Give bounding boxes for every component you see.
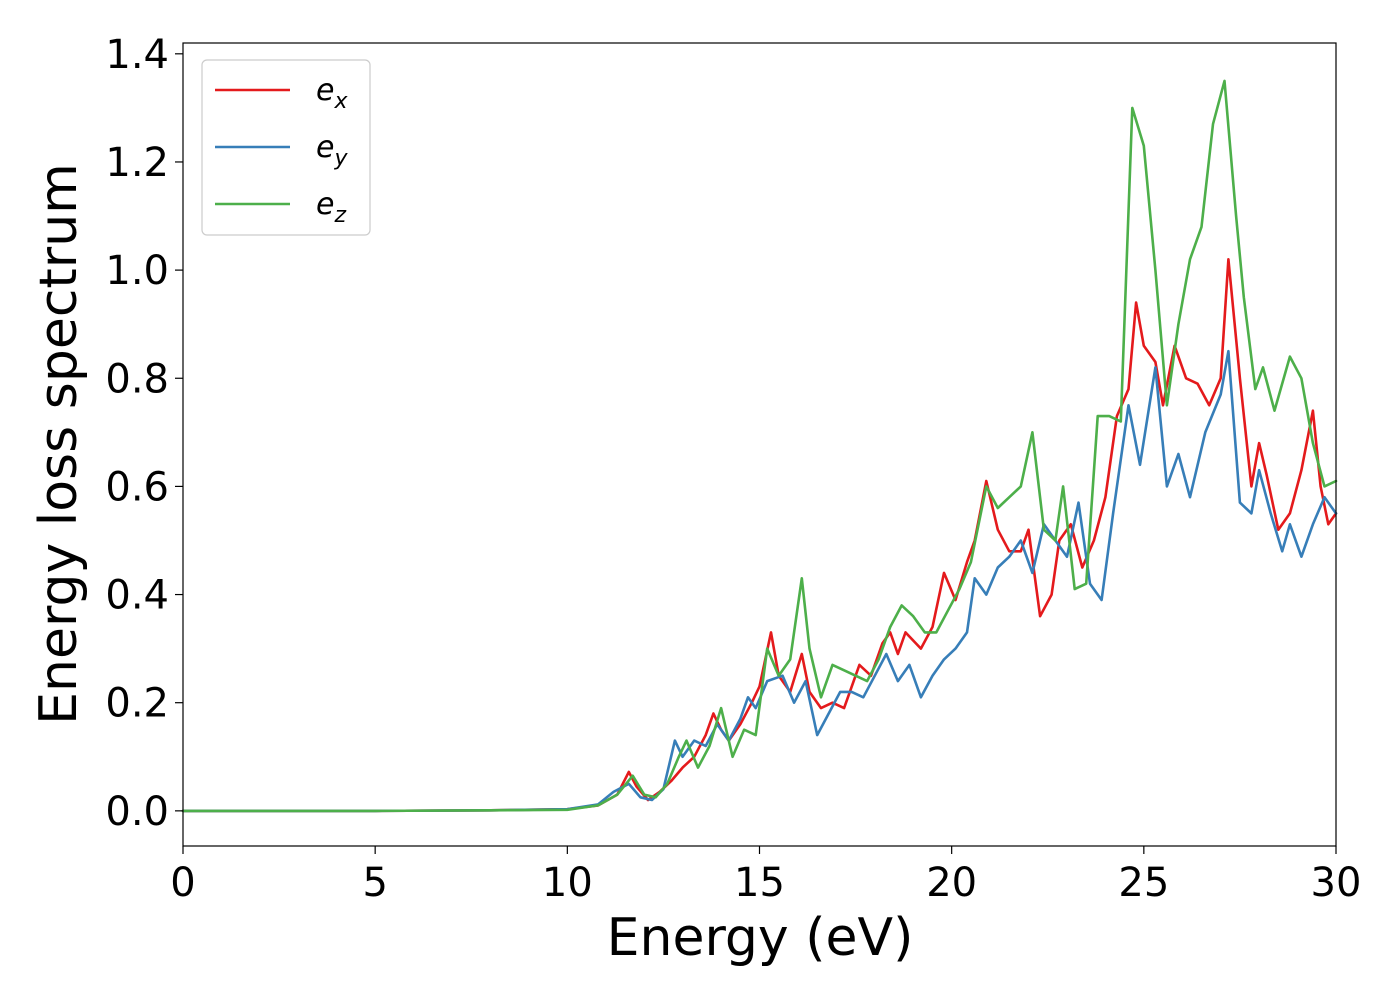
series-line-x: [181, 258, 1338, 813]
x-tick-label: 30: [1311, 860, 1362, 906]
y-tick-label: 1.0: [105, 248, 169, 294]
y-tick-label: 1.2: [105, 140, 169, 186]
x-axis-ticks: 0 5 10 15 20 25 30: [170, 846, 1361, 906]
x-tick-label: 15: [734, 860, 785, 906]
legend-label-y: ey: [316, 130, 348, 171]
x-tick-label: 25: [1118, 860, 1169, 906]
y-axis-label: Energy loss spectrum: [29, 163, 89, 725]
x-tick-label: 0: [170, 860, 195, 906]
series-layer: [181, 79, 1338, 813]
x-tick-label: 20: [926, 860, 977, 906]
y-tick-label: 1.4: [105, 32, 169, 78]
y-tick-label: 0.6: [105, 464, 169, 510]
series-line-y: [181, 349, 1338, 813]
x-axis-label: Energy (eV): [607, 908, 914, 968]
y-axis-ticks: 0.0 0.2 0.4 0.6 0.8 1.0 1.2 1.4: [105, 32, 183, 835]
series-line-z: [181, 79, 1338, 813]
legend-label-x: ex: [316, 73, 348, 114]
x-tick-label: 5: [362, 860, 387, 906]
legend-label-z: ez: [316, 187, 346, 228]
y-tick-label: 0.4: [105, 573, 169, 619]
y-tick-label: 0.0: [105, 789, 169, 835]
y-tick-label: 0.2: [105, 681, 169, 727]
y-tick-label: 0.8: [105, 356, 169, 402]
legend: ex ey ez: [201, 59, 371, 236]
x-tick-label: 10: [542, 860, 593, 906]
